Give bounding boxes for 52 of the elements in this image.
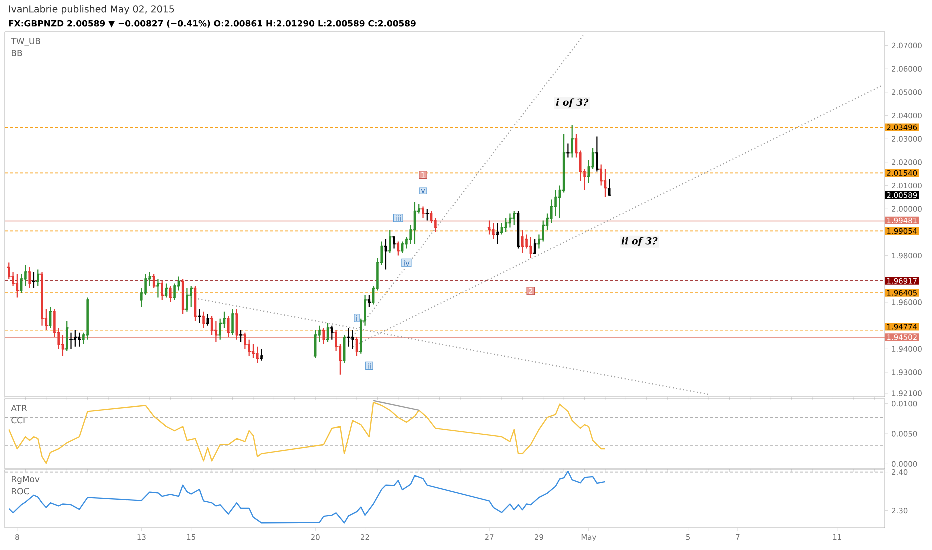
candlestick — [392, 236, 396, 250]
candlestick — [496, 222, 500, 245]
candlestick — [197, 308, 202, 324]
candlestick — [520, 230, 525, 254]
candlestick — [156, 278, 160, 298]
candlestick — [388, 230, 392, 254]
annotation: BB — [12, 50, 22, 56]
candlestick — [508, 213, 512, 228]
candlestick — [160, 280, 165, 301]
candlestick — [491, 222, 496, 240]
candlestick — [86, 297, 90, 340]
candlestick — [226, 316, 231, 338]
candlestick — [512, 210, 517, 226]
candlestick — [255, 346, 260, 364]
candlestick — [189, 286, 194, 308]
chart-title: IvanLabrie published May 02, 2015 — [9, 5, 174, 15]
candlestick — [260, 348, 264, 362]
candlestick — [230, 308, 235, 336]
candlestick — [214, 320, 218, 343]
candlestick — [504, 218, 508, 234]
candlestick — [202, 311, 206, 329]
candlestick — [185, 288, 190, 312]
candlestick — [40, 272, 44, 326]
annotation: i of 3? — [556, 98, 589, 108]
candlestick — [168, 286, 173, 304]
candlestick — [28, 266, 32, 290]
candlestick — [69, 332, 74, 350]
annotation: CCI — [12, 417, 25, 424]
candlestick — [607, 178, 612, 196]
candlestick — [36, 269, 40, 287]
candlestick — [367, 294, 372, 308]
candlestick — [322, 328, 326, 346]
candlestick — [77, 332, 82, 348]
candlestick — [330, 325, 334, 340]
candlestick — [346, 328, 351, 348]
candlestick — [326, 322, 330, 343]
candlestick — [566, 143, 570, 158]
annotation: ATR — [11, 405, 28, 412]
line-series — [8, 402, 606, 464]
candlestick — [421, 206, 426, 220]
annotation: ii of 3? — [622, 237, 658, 246]
candlestick — [570, 124, 575, 158]
chart-subtitle: FX:GBPNZD 2.00589 ▼ −0.00827 (−0.41%) O:2.00861 H:2.01290 L:2.00589 C:2.00589 — [9, 20, 416, 28]
candlestick — [73, 330, 78, 348]
candlestick — [64, 320, 70, 352]
line-series — [8, 470, 606, 524]
annotation: TW_UB — [11, 38, 40, 46]
candlestick — [251, 344, 256, 360]
candlestick — [594, 136, 600, 172]
annotation: ROC — [12, 488, 30, 495]
candlestick — [350, 330, 356, 350]
annotation: RgMov — [12, 476, 40, 484]
